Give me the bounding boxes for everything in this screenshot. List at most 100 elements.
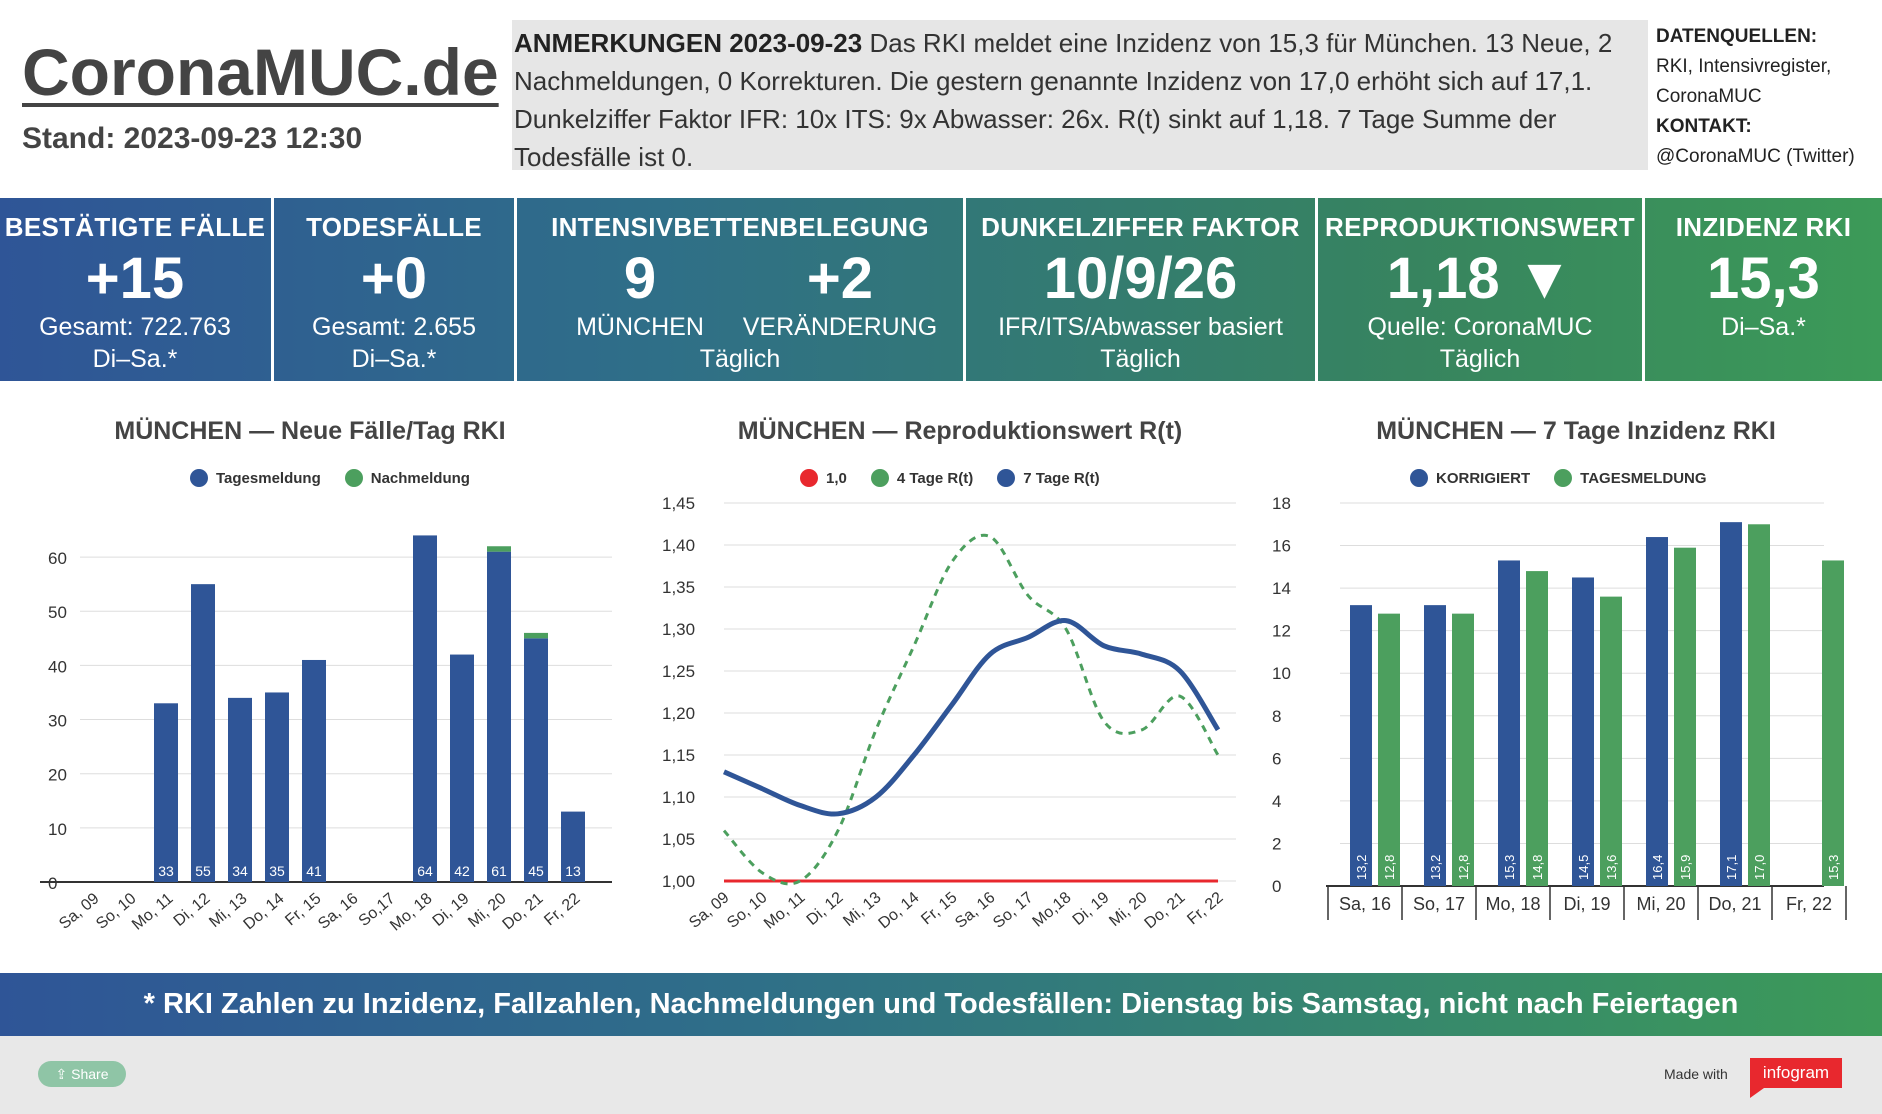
bar-korrigiert <box>1498 560 1520 886</box>
bar-tagesmeldung <box>413 535 437 882</box>
legend-dot-blue <box>997 469 1016 487</box>
y-tick-label: 10 <box>48 820 67 839</box>
x-tick-label: Do, 21 <box>500 890 547 933</box>
bar-tagesmeldung <box>191 584 215 882</box>
x-tick-label: Sa, 16 <box>315 890 361 933</box>
bar-value-label: 14,5 <box>1576 855 1591 880</box>
legend-item[interactable]: Nachmeldung <box>344 469 470 487</box>
legend-label: 1,0 <box>826 469 847 487</box>
bar-nachmeldung <box>487 546 511 552</box>
y-tick-label: 1,00 <box>662 872 695 891</box>
x-tick-label: Fr, 22 <box>1786 894 1832 914</box>
legend-label: KORRIGIERT <box>1436 469 1531 487</box>
x-tick-label: Mo, 18 <box>1485 894 1540 914</box>
x-tick-label: Fr, 22 <box>1184 889 1226 928</box>
x-tick-label: Do, 14 <box>241 890 288 933</box>
x-tick-label: Mo,18 <box>1030 889 1075 931</box>
legend-item[interactable]: TAGESMELDUNG <box>1554 469 1707 487</box>
x-tick-label: Do, 14 <box>876 889 923 932</box>
legend-item[interactable]: Tagesmeldung <box>190 469 321 487</box>
bar-value-label: 17,0 <box>1752 855 1767 880</box>
kpi-icu-note: Täglich <box>699 345 781 373</box>
y-tick-label: 1,25 <box>662 662 695 681</box>
bar-korrigiert <box>1646 537 1668 886</box>
bar-tagesmeldung <box>487 551 511 882</box>
x-tick-label: Do, 21 <box>1708 894 1761 914</box>
legend-dot-blue <box>1410 469 1428 487</box>
kpi-r-note: Täglich <box>1439 345 1521 373</box>
bar-tagesmeldung <box>228 697 252 882</box>
footer-banner: * RKI Zahlen zu Inzidenz, Fallzahlen, Na… <box>0 973 1882 1036</box>
y-tick-label: 1,45 <box>662 494 695 513</box>
contact-value[interactable]: @CoronaMUC (Twitter) <box>1656 146 1855 167</box>
y-tick-label: 18 <box>1272 494 1291 513</box>
kpi-incidence-title: INZIDENZ RKI <box>1675 212 1852 242</box>
bar-korrigiert <box>1572 577 1594 886</box>
kpi-cases-title: BESTÄTIGTE FÄLLE <box>4 212 266 242</box>
bar-korrigiert <box>1424 605 1446 886</box>
bar-value-label: 55 <box>195 863 211 879</box>
bar-value-label: 12,8 <box>1382 855 1397 880</box>
legend-dot-red <box>800 469 818 487</box>
legend-dot-green <box>870 469 889 487</box>
kpi-cases-value: +15 <box>85 246 185 311</box>
y-tick-label: 8 <box>1272 707 1281 726</box>
chart-cases-legend: Tagesmeldung Nachmeldung <box>190 469 470 487</box>
bar-tagesmeldung <box>1452 613 1474 886</box>
kpi-icu: INTENSIVBETTENBELEGUNG 9 MÜNCHEN +2 VERÄ… <box>517 198 963 381</box>
kpi-icu-title: INTENSIVBETTENBELEGUNG <box>551 212 929 242</box>
y-tick-label: 0 <box>1272 877 1281 896</box>
chart-r-legend: 1,0 4 Tage R(t) 7 Tage R(t) <box>800 469 1100 487</box>
y-tick-label: 1,05 <box>662 830 695 849</box>
y-tick-label: 30 <box>48 712 67 731</box>
y-tick-label: 2 <box>1272 834 1281 853</box>
legend-dot-green <box>344 469 363 487</box>
bar-tagesmeldung <box>302 659 326 882</box>
legend-item[interactable]: 1,0 <box>800 469 847 487</box>
share-button[interactable]: ⇪ Share <box>38 1061 126 1087</box>
x-tick-label: Sa, 16 <box>1339 894 1391 914</box>
legend-label: Tagesmeldung <box>216 469 321 487</box>
kpi-divider <box>1315 198 1318 381</box>
kpi-reproduction: REPRODUKTIONSWERT 1,18 ▼ Quelle: CoronaM… <box>1318 198 1642 381</box>
kpi-icu-change: +2 <box>806 246 874 311</box>
bar-value-label: 45 <box>528 863 544 879</box>
legend-dot-green <box>1554 469 1573 487</box>
legend-item[interactable]: KORRIGIERT <box>1410 469 1530 487</box>
x-tick-label: Fr, 22 <box>541 890 583 929</box>
bar-value-label: 15,3 <box>1826 855 1841 880</box>
chart-reproduction[interactable]: 1,00 1,05 1,10 1,15 1,20 1,25 1,30 1,35 1,40 1,45… <box>640 490 1260 960</box>
kpi-r-value: 1,18 ▼ <box>1386 246 1574 311</box>
site-logo[interactable]: CoronaMUC.de <box>22 35 499 109</box>
kpi-divider <box>1642 198 1645 381</box>
infogram-logo[interactable]: infogram <box>1750 1058 1842 1088</box>
x-tick-label: So, 17 <box>1413 894 1465 914</box>
bar-value-label: 15,3 <box>1502 855 1517 880</box>
chart-incidence[interactable]: 0 2 4 6 8 10 12 14 16 18 13,2 12,8 Sa, 16 13,2 12,8 So,… <box>1260 490 1882 930</box>
bar-value-label: 41 <box>306 863 322 879</box>
kpi-deaths-title: TODESFÄLLE <box>306 212 482 242</box>
kpi-r-source: Quelle: CoronaMUC <box>1367 313 1593 341</box>
y-tick-label: 16 <box>1272 537 1291 556</box>
legend-item[interactable]: 7 Tage R(t) <box>997 469 1100 487</box>
x-tick-label: Sa, 09 <box>56 890 102 933</box>
x-tick-label: Mo, 18 <box>387 890 435 935</box>
contact-title: KONTAKT: <box>1656 116 1752 137</box>
chart-incidence-legend: KORRIGIERT TAGESMELDUNG <box>1410 469 1707 487</box>
y-tick-label: 60 <box>48 549 67 568</box>
bar-tagesmeldung <box>154 703 178 882</box>
y-tick-label: 1,30 <box>662 620 695 639</box>
legend-item[interactable]: 4 Tage R(t) <box>870 469 973 487</box>
kpi-dark-figure: DUNKELZIFFER FAKTOR 10/9/26 IFR/ITS/Abwa… <box>966 198 1315 381</box>
bar-nachmeldung <box>524 632 548 639</box>
y-tick-label: 1,20 <box>662 704 695 723</box>
x-tick-label: Mi, 20 <box>1636 894 1685 914</box>
bar-korrigiert <box>1720 522 1742 886</box>
x-tick-label: So, 17 <box>990 889 1036 932</box>
bar-value-label: 42 <box>454 863 470 879</box>
series-line-4-day-r <box>722 533 1220 886</box>
chart-cases-title: MÜNCHEN — Neue Fälle/Tag RKI <box>114 417 506 445</box>
sources-line-1: RKI, Intensivregister, <box>1656 56 1832 77</box>
legend-label: Nachmeldung <box>370 469 470 487</box>
